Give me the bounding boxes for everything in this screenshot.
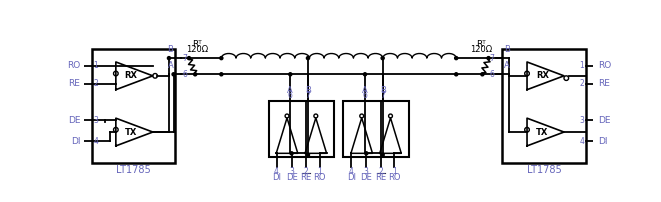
Circle shape: [481, 73, 484, 76]
Circle shape: [455, 57, 457, 60]
Circle shape: [381, 57, 384, 60]
Text: DE: DE: [598, 116, 610, 125]
Text: 6: 6: [288, 91, 293, 100]
Text: DI: DI: [347, 173, 356, 182]
Text: DI: DI: [272, 173, 281, 182]
Text: 7: 7: [305, 91, 311, 100]
Circle shape: [364, 73, 366, 76]
Bar: [343, 101, 409, 157]
Text: RE: RE: [69, 79, 81, 88]
Text: 2: 2: [303, 167, 309, 177]
Circle shape: [307, 57, 309, 60]
Text: RO: RO: [313, 173, 326, 182]
Text: DE: DE: [68, 116, 81, 125]
Text: 4: 4: [274, 167, 279, 177]
Circle shape: [167, 57, 171, 60]
Circle shape: [487, 57, 490, 60]
Text: 7: 7: [380, 91, 385, 100]
Text: 120Ω: 120Ω: [470, 45, 492, 54]
Text: 1: 1: [579, 61, 584, 70]
Bar: [268, 101, 334, 157]
Text: Rᵀ: Rᵀ: [476, 40, 486, 49]
Text: 7: 7: [490, 54, 494, 63]
Text: 4: 4: [579, 137, 584, 146]
Text: B: B: [168, 45, 173, 54]
Text: DI: DI: [598, 137, 607, 146]
Text: B: B: [305, 86, 311, 95]
Text: RX: RX: [125, 71, 137, 80]
Circle shape: [307, 153, 309, 156]
Text: 3: 3: [93, 116, 98, 125]
Text: A: A: [362, 86, 368, 95]
Text: RO: RO: [388, 173, 401, 182]
Text: 3: 3: [579, 116, 584, 125]
Text: 1: 1: [317, 167, 322, 177]
Circle shape: [290, 152, 293, 155]
Text: A: A: [288, 86, 293, 95]
Circle shape: [220, 73, 223, 76]
Circle shape: [188, 57, 190, 60]
Circle shape: [289, 73, 292, 76]
Text: A: A: [168, 61, 173, 70]
Text: RE: RE: [598, 79, 609, 88]
Text: 120Ω: 120Ω: [186, 45, 208, 54]
Circle shape: [172, 73, 175, 76]
Text: 3: 3: [289, 167, 294, 177]
Circle shape: [194, 73, 197, 76]
Text: RE: RE: [375, 173, 386, 182]
Text: RE: RE: [301, 173, 311, 182]
Text: LT1785: LT1785: [527, 165, 561, 175]
Text: DE: DE: [360, 173, 372, 182]
Circle shape: [365, 152, 368, 155]
Text: 2: 2: [93, 79, 98, 88]
Text: RO: RO: [598, 61, 611, 70]
Circle shape: [455, 73, 457, 76]
Text: B: B: [379, 86, 385, 95]
Text: A: A: [504, 61, 510, 70]
Text: TX: TX: [125, 127, 137, 137]
Text: DE: DE: [286, 173, 297, 182]
Text: 4: 4: [349, 167, 354, 177]
Bar: [92, 49, 175, 163]
Circle shape: [381, 153, 384, 156]
Text: 7: 7: [182, 54, 187, 63]
Text: RO: RO: [67, 61, 81, 70]
Bar: [502, 49, 586, 163]
Text: 4: 4: [93, 137, 98, 146]
Text: 6: 6: [490, 70, 494, 79]
Text: DI: DI: [71, 137, 81, 146]
Text: LT1785: LT1785: [116, 165, 151, 175]
Text: 1: 1: [93, 61, 98, 70]
Text: 1: 1: [392, 167, 397, 177]
Text: 3: 3: [364, 167, 369, 177]
Text: 2: 2: [579, 79, 584, 88]
Text: 6: 6: [362, 91, 368, 100]
Text: B: B: [504, 45, 510, 54]
Text: 6: 6: [182, 70, 187, 79]
Circle shape: [220, 57, 223, 60]
Text: TX: TX: [536, 127, 549, 137]
Text: 2: 2: [378, 167, 383, 177]
Text: RX: RX: [536, 71, 549, 80]
Text: Rᵀ: Rᵀ: [192, 40, 202, 49]
